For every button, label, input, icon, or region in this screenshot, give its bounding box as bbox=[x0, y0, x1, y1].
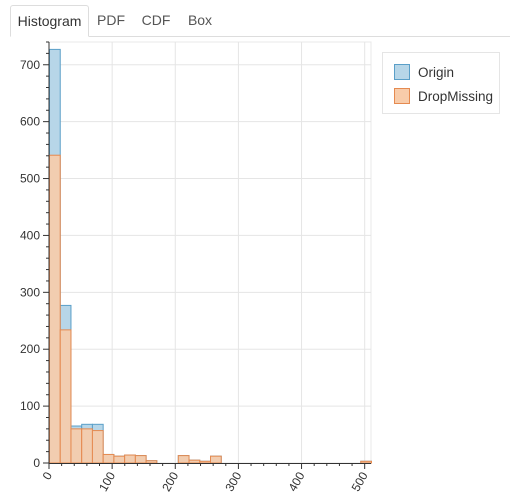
y-tick-label: 400 bbox=[20, 228, 40, 242]
bar-dropmissing bbox=[177, 455, 190, 464]
bar-dropmissing bbox=[199, 460, 211, 464]
plot-frame bbox=[48, 41, 372, 464]
legend-label-dropmissing: DropMissing bbox=[418, 88, 494, 104]
y-tick-label: 300 bbox=[20, 285, 40, 299]
tab-histogram[interactable]: Histogram bbox=[10, 5, 89, 37]
bar-dropmissing bbox=[134, 455, 147, 464]
bar-dropmissing bbox=[70, 428, 83, 464]
y-tick-label: 100 bbox=[20, 399, 40, 413]
bar-dropmissing bbox=[59, 329, 72, 464]
bar-dropmissing bbox=[91, 430, 104, 464]
x-tick-label: 0 bbox=[40, 469, 56, 482]
series-dropmissing-bars bbox=[49, 154, 372, 464]
bar-dropmissing bbox=[210, 455, 222, 464]
legend-item-dropmissing[interactable]: DropMissing bbox=[394, 87, 493, 105]
legend-swatch-dropmissing bbox=[394, 88, 410, 104]
legend-label-origin: Origin bbox=[418, 64, 455, 80]
y-tick-label: 700 bbox=[20, 58, 40, 72]
legend: Origin DropMissing bbox=[382, 52, 500, 114]
bar-dropmissing bbox=[145, 460, 158, 464]
bar-dropmissing bbox=[188, 459, 201, 464]
legend-item-origin[interactable]: Origin bbox=[394, 63, 454, 81]
y-tick-label: 600 bbox=[20, 115, 40, 129]
y-tick-label: 0 bbox=[33, 456, 40, 470]
grid-lines bbox=[48, 41, 372, 464]
tab-bar: Histogram PDF CDF Box bbox=[10, 5, 510, 37]
legend-swatch-origin bbox=[394, 64, 410, 80]
tab-pdf[interactable]: PDF bbox=[97, 12, 125, 28]
bar-dropmissing bbox=[124, 454, 136, 464]
bar-dropmissing bbox=[49, 154, 61, 464]
bar-dropmissing bbox=[360, 460, 372, 464]
tab-box[interactable]: Box bbox=[187, 12, 213, 28]
x-tick-label: 400 bbox=[285, 469, 307, 494]
x-tick-label: 100 bbox=[96, 469, 118, 494]
series-origin-bars bbox=[49, 48, 372, 464]
bar-dropmissing bbox=[113, 455, 126, 464]
x-tick-label: 500 bbox=[349, 469, 371, 494]
bar-dropmissing bbox=[102, 453, 115, 464]
x-tick-label: 300 bbox=[222, 469, 244, 494]
bar-dropmissing bbox=[81, 428, 93, 464]
y-tick-label: 500 bbox=[20, 172, 40, 186]
tab-cdf[interactable]: CDF bbox=[141, 12, 171, 28]
x-tick-label: 200 bbox=[159, 469, 181, 494]
y-tick-label: 200 bbox=[20, 342, 40, 356]
